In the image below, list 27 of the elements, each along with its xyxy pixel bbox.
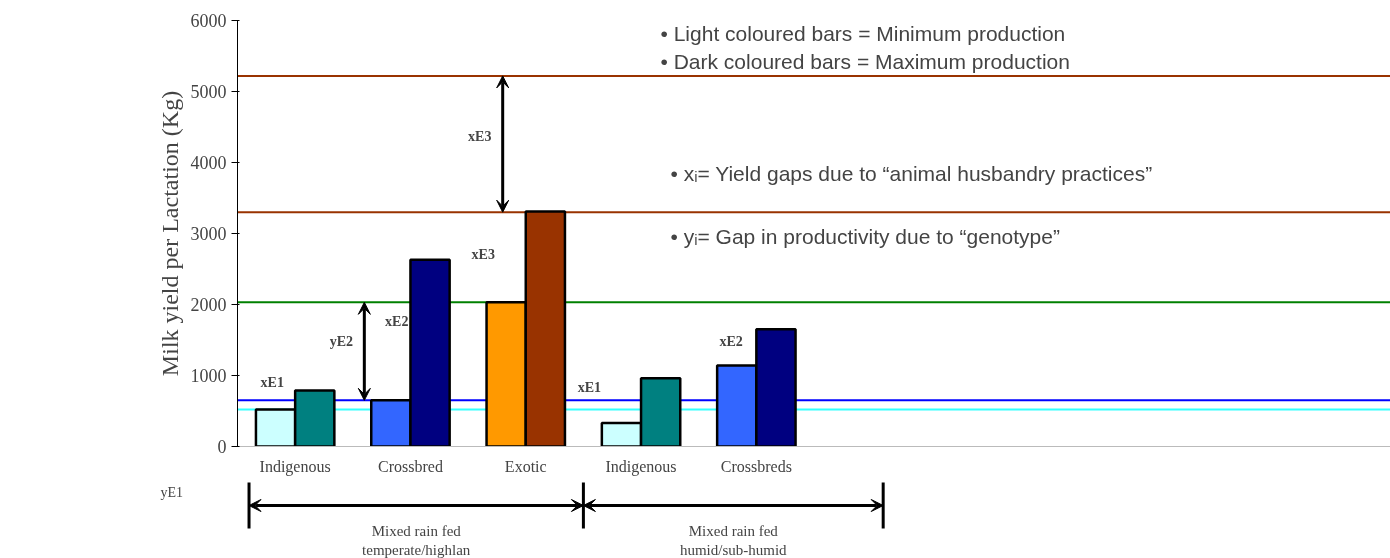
x-tick-label: Crossbreds (720, 457, 792, 475)
x-tick-label: Crossbred (378, 457, 443, 475)
annotation: xE2 (385, 314, 409, 330)
annotation: xE2 (719, 333, 743, 349)
y-tick-label: 6000 (190, 11, 227, 31)
x-tick-label: Exotic (504, 457, 547, 475)
annotation: yE2 (329, 333, 354, 349)
annotation: • yᵢ= Gap in productivity due to “genotype” (670, 224, 1060, 248)
annotation: xE1 (577, 380, 601, 396)
text: Mixed rain fed temperate/highlan (362, 522, 471, 558)
annotation: xE1 (260, 374, 284, 390)
text: Mixed rain fed humid/sub-humid (679, 522, 788, 558)
y-tick-label: 2000 (190, 295, 227, 315)
annotation: xE3 (468, 129, 492, 145)
x-tick-label: Indigenous (605, 457, 677, 476)
y-axis-title: Milk yield per Lactation (Kg) (156, 90, 183, 377)
x-tick-label: Indigenous (259, 457, 331, 476)
text: yE1 (160, 485, 184, 500)
annotation: • xᵢ= Yield gaps due to “animal husbandry practices” (670, 161, 1153, 185)
annotation: • Dark coloured bars = Maximum production (660, 49, 1070, 73)
y-tick-label: 0 (217, 437, 227, 457)
annotation: xE3 (471, 246, 495, 262)
annotation: • Light coloured bars = Minimum production (660, 21, 1066, 45)
y-tick-label: 1000 (190, 366, 227, 386)
y-tick-label: 4000 (190, 153, 227, 173)
y-tick-label: 3000 (190, 224, 227, 244)
y-tick-label: 5000 (190, 82, 227, 102)
